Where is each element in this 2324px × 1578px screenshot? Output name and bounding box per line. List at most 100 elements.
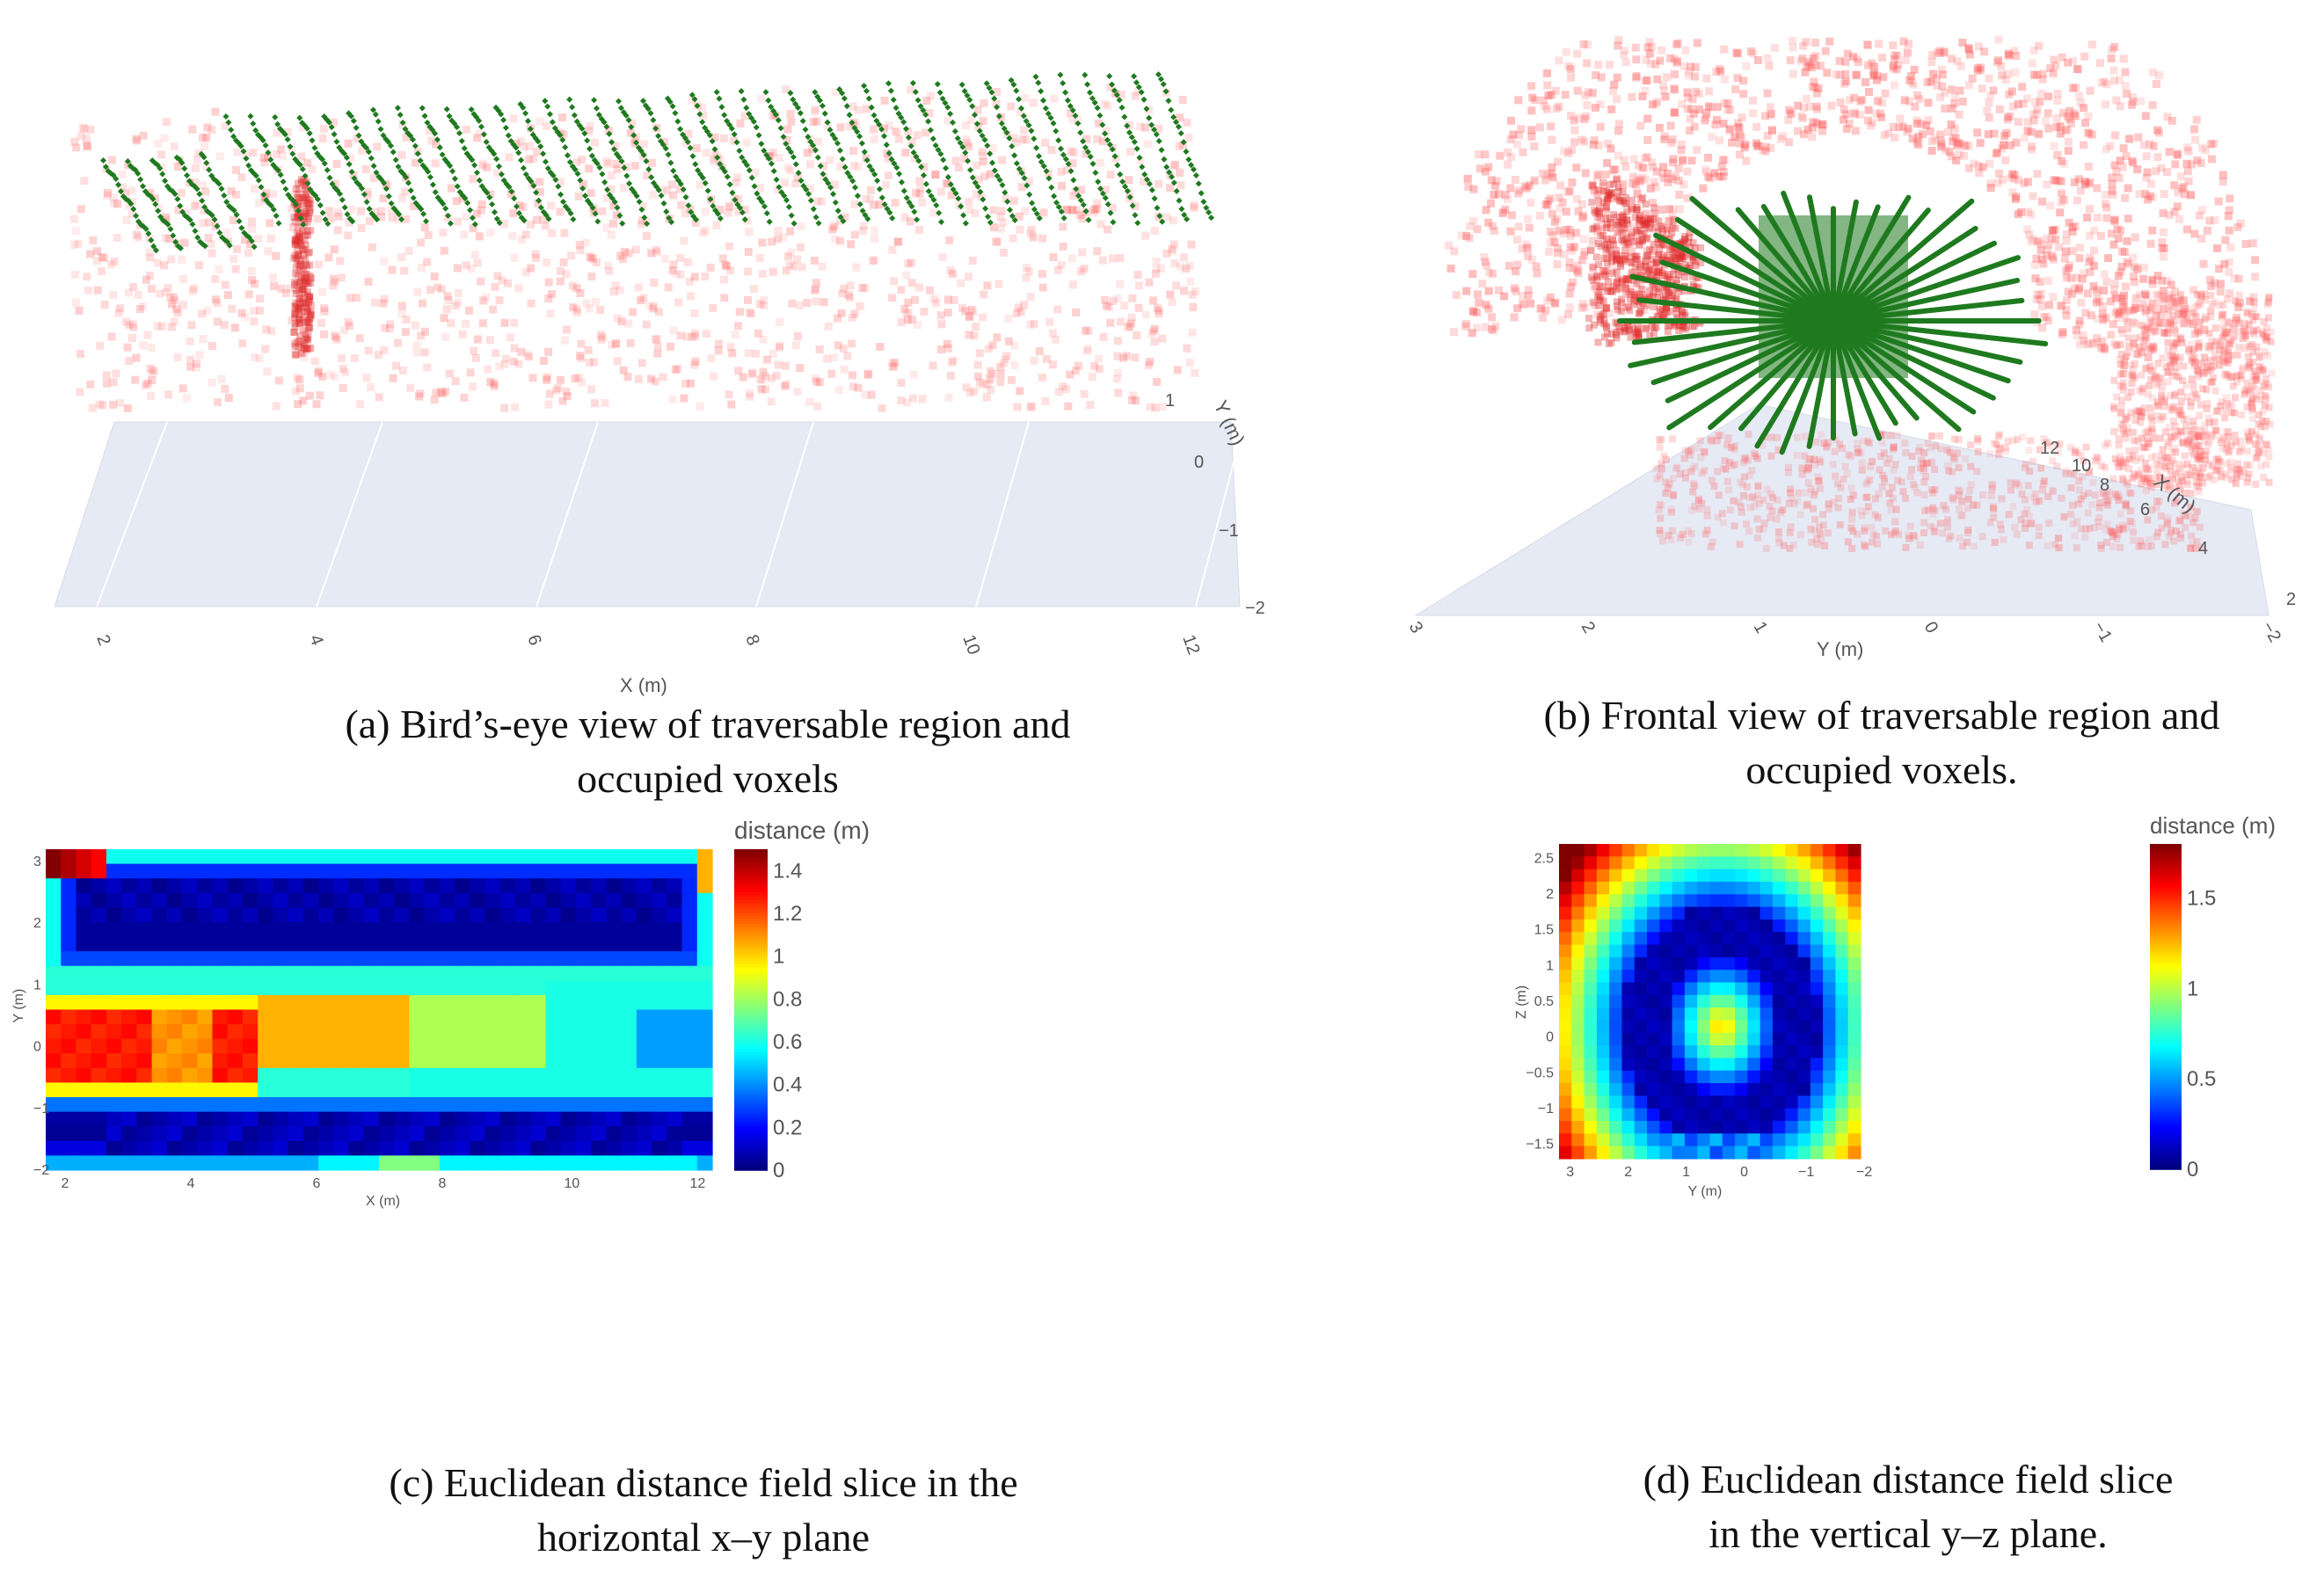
- traversable-voxel: [203, 159, 210, 166]
- traversable-voxel: [863, 87, 871, 95]
- occupied-voxel: [1567, 112, 1575, 120]
- occupied-voxel: [264, 153, 273, 162]
- traversable-voxel: [623, 112, 630, 119]
- occupied-voxel: [2138, 322, 2146, 330]
- occupied-voxel: [1639, 291, 1646, 299]
- occupied-voxel: [1546, 194, 1555, 203]
- occupied-voxel: [1606, 189, 1614, 197]
- occupied-voxel: [1592, 222, 1600, 230]
- traversable-voxel: [891, 160, 898, 167]
- occupied-voxel: [2131, 263, 2139, 272]
- occupied-voxel: [78, 124, 87, 133]
- traversable-voxel: [574, 171, 581, 178]
- occupied-voxel: [2034, 237, 2043, 246]
- occupied-voxel: [686, 205, 695, 214]
- occupied-voxel: [1910, 81, 1919, 90]
- occupied-voxel: [674, 298, 683, 307]
- occupied-voxel: [1634, 255, 1641, 263]
- occupied-voxel: [306, 295, 314, 303]
- occupied-voxel: [609, 201, 618, 210]
- occupied-voxel: [2216, 287, 2225, 296]
- occupied-voxel: [299, 227, 308, 236]
- traversable-voxel: [418, 206, 425, 213]
- occupied-voxel: [994, 280, 1003, 288]
- occupied-voxel: [571, 375, 579, 383]
- traversable-voxel: [601, 119, 608, 126]
- occupied-voxel: [915, 226, 924, 235]
- traversable-voxel: [155, 207, 162, 215]
- occupied-voxel: [2206, 275, 2215, 284]
- traversable-voxel: [426, 173, 434, 181]
- occupied-voxel: [1144, 360, 1153, 369]
- occupied-voxel: [1650, 268, 1658, 276]
- occupied-voxel: [2124, 394, 2132, 402]
- occupied-voxel: [863, 370, 872, 379]
- occupied-voxel: [718, 254, 727, 263]
- occupied-voxel: [2221, 236, 2230, 244]
- occupied-voxel: [653, 342, 662, 351]
- occupied-voxel: [1657, 256, 1665, 264]
- traversable-voxel: [1106, 73, 1113, 80]
- occupied-voxel: [2131, 360, 2138, 367]
- occupied-voxel: [1589, 141, 1598, 149]
- traversable-voxel: [422, 218, 430, 225]
- occupied-voxel: [812, 279, 820, 287]
- occupied-voxel: [441, 387, 450, 396]
- occupied-voxel: [525, 142, 534, 150]
- occupied-voxel: [2044, 109, 2052, 118]
- occupied-voxel: [2223, 460, 2231, 468]
- occupied-voxel: [2109, 76, 2118, 85]
- occupied-voxel: [2062, 229, 2071, 238]
- traversable-voxel: [295, 207, 302, 215]
- occupied-voxel: [370, 207, 379, 216]
- occupied-voxel: [2149, 367, 2157, 375]
- traversable-voxel: [343, 154, 350, 161]
- occupied-voxel: [604, 159, 613, 168]
- traversable-voxel: [581, 130, 588, 137]
- occupied-voxel: [880, 124, 889, 133]
- occupied-voxel: [292, 270, 300, 278]
- occupied-voxel: [333, 208, 342, 216]
- occupied-voxel: [2167, 392, 2175, 400]
- occupied-voxel: [2134, 350, 2143, 359]
- occupied-voxel: [1977, 63, 1985, 72]
- occupied-voxel: [774, 227, 783, 235]
- occupied-voxel: [2027, 210, 2036, 219]
- occupied-voxel: [1078, 215, 1087, 223]
- traversable-voxel: [347, 113, 354, 120]
- occupied-voxel: [1158, 334, 1167, 343]
- occupied-voxel: [2265, 478, 2273, 486]
- occupied-voxel: [273, 128, 281, 137]
- occupied-voxel: [452, 197, 461, 206]
- occupied-voxel: [2258, 330, 2266, 338]
- occupied-voxel: [2171, 427, 2179, 435]
- occupied-voxel: [1679, 253, 1687, 260]
- occupied-voxel: [2049, 69, 2058, 77]
- occupied-voxel: [291, 309, 299, 316]
- occupied-voxel: [2086, 253, 2094, 262]
- occupied-voxel: [1643, 252, 1650, 260]
- traversable-voxel: [444, 212, 452, 219]
- occupied-voxel: [1514, 96, 1523, 105]
- traversable-voxel: [398, 215, 405, 223]
- occupied-voxel: [2004, 113, 2013, 121]
- occupied-voxel: [2179, 182, 2188, 191]
- occupied-voxel: [1672, 40, 1681, 48]
- traversable-voxel: [667, 159, 674, 166]
- occupied-voxel: [2267, 328, 2275, 336]
- occupied-voxel: [2128, 93, 2137, 101]
- occupied-voxel: [1620, 213, 1628, 221]
- occupied-voxel: [1112, 375, 1121, 383]
- occupied-voxel: [200, 207, 208, 215]
- occupied-voxel: [2040, 313, 2049, 322]
- occupied-voxel: [903, 398, 912, 407]
- occupied-voxel: [2265, 404, 2273, 411]
- grid-line: [975, 421, 1030, 607]
- occupied-voxel: [2053, 97, 2062, 105]
- panel-b-3d-frontal: 3 2 1 0 −1 −2 Y (m) 12 10 8 6 4 2 X (m): [1405, 35, 2296, 660]
- occupied-voxel: [147, 285, 156, 293]
- occupied-voxel: [1155, 306, 1163, 315]
- occupied-voxel: [98, 253, 106, 262]
- occupied-voxel: [996, 370, 1005, 378]
- occupied-voxel: [1636, 195, 1645, 204]
